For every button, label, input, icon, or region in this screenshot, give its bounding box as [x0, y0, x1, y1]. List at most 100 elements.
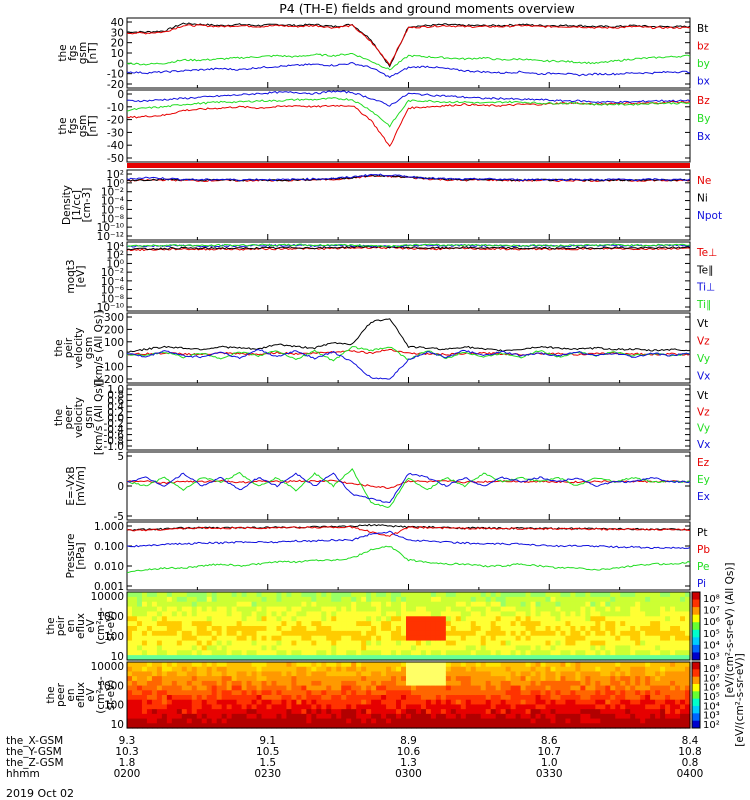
spectrogram-cell	[281, 676, 288, 682]
spectrogram-cell	[346, 596, 352, 603]
spectrogram-cell	[435, 616, 442, 622]
spectrogram-cell	[266, 640, 273, 647]
spectrogram-cell	[201, 662, 208, 668]
spectrogram-cell	[341, 635, 347, 642]
spectrogram-cell	[136, 690, 143, 696]
spectrogram-cell	[515, 650, 522, 656]
spectrogram-cell	[415, 640, 422, 647]
spectrogram-cell	[595, 611, 601, 617]
spectrogram-cell	[580, 616, 586, 622]
spectrogram-cell	[430, 601, 437, 608]
spectrogram-cell	[660, 592, 666, 598]
spectrogram-cell	[366, 690, 372, 696]
spectrogram-cell	[520, 713, 527, 720]
spectrogram-cell	[585, 676, 591, 682]
spectrogram-cell	[615, 699, 621, 706]
spectrogram-cell	[590, 626, 596, 632]
spectrogram-cell	[321, 592, 327, 598]
spectrogram-cell	[206, 596, 213, 603]
spectrogram-cell	[475, 621, 482, 627]
spectrogram-cell	[201, 685, 208, 691]
spectrogram-cell	[211, 611, 218, 617]
spectrogram-cell	[176, 592, 183, 598]
spectrogram-cell	[620, 690, 626, 696]
spectrogram-cell	[425, 630, 432, 637]
spectrogram-cell	[356, 709, 362, 715]
spectrogram-cell	[161, 662, 168, 668]
spectrogram-cell	[455, 596, 462, 603]
spectrogram-cell	[415, 713, 422, 720]
spectrogram-cell	[341, 666, 347, 673]
spectrogram-cell	[196, 709, 203, 715]
spectrogram-cell	[391, 635, 397, 642]
y-axis-label: moqt3	[65, 259, 77, 293]
spectrogram-cell	[590, 723, 596, 729]
spectrogram-cell	[630, 640, 636, 647]
spectrogram-cell	[650, 718, 656, 724]
spectrogram-cell	[640, 723, 646, 729]
spectrogram-cell	[505, 655, 512, 661]
spectrogram-cell	[381, 640, 387, 647]
spectrogram-cell	[291, 680, 297, 687]
spectrogram-cell	[550, 709, 557, 715]
spectrogram-cell	[376, 601, 382, 608]
y-tick-label: 10⁻²	[101, 187, 124, 199]
spectrogram-cell	[565, 662, 572, 668]
spectrogram-cell	[316, 676, 322, 682]
spectrogram-cell	[525, 601, 532, 608]
spectrogram-cell	[391, 671, 397, 677]
spectrogram-cell	[181, 713, 188, 720]
spectrogram-cell	[415, 601, 422, 608]
spectrogram-cell	[281, 601, 288, 608]
spectrogram-cell	[127, 621, 133, 627]
spectrogram-cell	[635, 616, 641, 622]
spectrogram-cell	[440, 592, 447, 598]
spectrogram-cell	[306, 635, 312, 642]
spectrogram-cell	[146, 650, 153, 656]
spectrogram-cell	[610, 616, 616, 622]
spectrogram-cell	[535, 601, 542, 608]
spectrogram-cell	[425, 676, 432, 682]
spectrogram-cell	[520, 596, 527, 603]
spectrogram-cell	[326, 713, 332, 720]
spectrogram-cell	[306, 611, 312, 617]
spectrogram-cell	[600, 709, 606, 715]
spectrogram-cell	[530, 709, 537, 715]
spectrogram-cell	[540, 704, 547, 710]
spectrogram-cell	[485, 630, 492, 637]
spectrogram-cell	[211, 635, 218, 642]
spectrogram-cell	[321, 704, 327, 710]
spectrogram-cell	[635, 723, 641, 729]
spectrogram-cell	[256, 626, 263, 632]
spectrogram-cell	[420, 723, 427, 729]
spectrogram-cell	[440, 630, 447, 637]
legend-Ey: Ey	[697, 474, 710, 486]
x-axis-column-value: 0300	[395, 768, 422, 780]
spectrogram-cell	[331, 718, 337, 724]
spectrogram-cell	[311, 655, 317, 661]
spectrogram-cell	[510, 626, 517, 632]
spectrogram-cell	[660, 695, 666, 701]
spectrogram-cell	[166, 718, 173, 724]
spectrogram-cell	[495, 699, 502, 706]
spectrogram-cell	[465, 640, 472, 647]
spectrogram-cell	[341, 723, 347, 729]
spectrogram-cell	[166, 713, 173, 720]
spectrogram-cell	[351, 666, 357, 673]
spectrogram-cell	[176, 709, 183, 715]
series-line-by	[126, 53, 691, 71]
spectrogram-cell	[455, 695, 462, 701]
spectrogram-cell	[151, 695, 158, 701]
spectrogram-cell	[605, 685, 611, 691]
spectrogram-cell	[635, 713, 641, 720]
spectrogram-cell	[505, 695, 512, 701]
spectrogram-cell	[191, 592, 198, 598]
spectrogram-cell	[346, 650, 352, 656]
spectrogram-cell	[465, 723, 472, 729]
spectrogram-cell	[271, 685, 278, 691]
spectrogram-cell	[401, 666, 407, 673]
spectrogram-cell	[241, 662, 248, 668]
spectrogram-cell	[480, 611, 487, 617]
spectrogram-cell	[201, 611, 208, 617]
spectrogram-cell	[445, 680, 452, 687]
